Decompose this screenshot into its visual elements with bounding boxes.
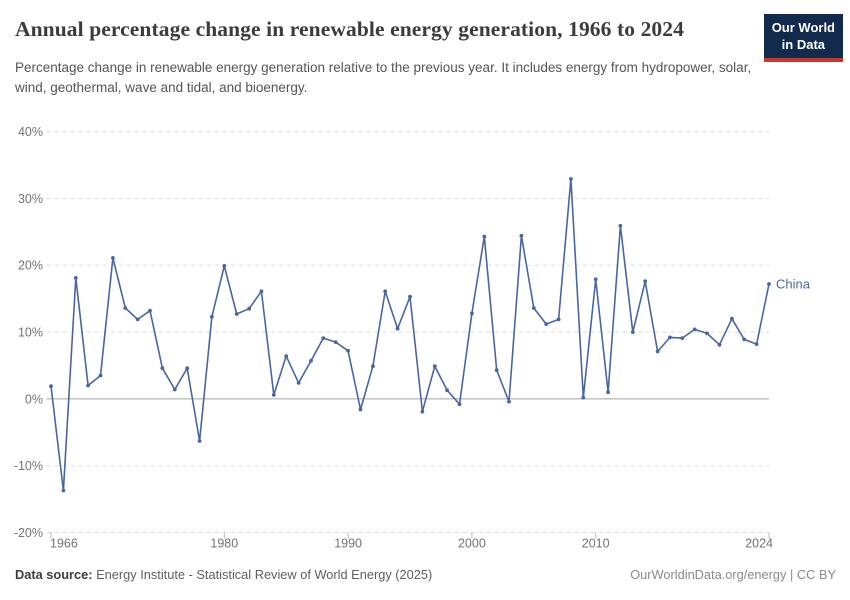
data-point[interactable] [309,358,313,363]
owid-logo[interactable]: Our World in Data [763,14,843,62]
data-point[interactable] [655,349,660,354]
data-point[interactable] [284,354,289,358]
data-point[interactable] [49,384,53,389]
chart-footer: Data source: Energy Institute - Statisti… [15,567,836,582]
x-axis-label: 2000 [458,537,486,551]
y-axis-label: -10% [14,459,43,473]
data-point[interactable] [321,336,326,340]
data-point[interactable] [494,368,499,373]
data-point[interactable] [271,393,276,397]
data-point[interactable] [222,264,227,268]
x-axis-label: 2010 [582,537,610,551]
y-axis-label: 10% [18,325,43,339]
data-point[interactable] [111,256,115,260]
data-point[interactable] [742,337,747,342]
data-point[interactable] [123,306,128,310]
data-point[interactable] [135,317,140,322]
data-point[interactable] [148,308,152,313]
chart-header: Annual percentage change in renewable en… [15,14,760,98]
x-axis-label: 1990 [334,537,362,551]
data-source-label: Data source: [15,567,93,582]
data-point[interactable] [197,439,202,443]
data-point[interactable] [717,342,722,347]
y-axis-label: 0% [25,392,43,406]
data-point[interactable] [581,395,586,400]
data-point[interactable] [445,388,449,393]
data-point[interactable] [618,223,623,228]
data-point[interactable] [519,233,524,238]
data-point[interactable] [185,366,190,371]
data-point[interactable] [705,331,709,336]
data-point[interactable] [98,373,103,378]
data-point[interactable] [420,409,425,414]
data-point[interactable] [556,317,561,322]
data-point[interactable] [668,335,672,340]
data-point[interactable] [432,364,437,369]
series-line-china [50,178,770,492]
data-source-text: Energy Institute - Statistical Review of… [96,567,433,582]
data-point[interactable] [210,314,214,319]
data-point[interactable] [395,326,400,331]
logo-text-line2: in Data [781,36,826,52]
data-point[interactable] [457,402,462,407]
data-point[interactable] [296,381,301,385]
data-point[interactable] [160,366,165,371]
chart-subtitle: Percentage change in renewable energy ge… [15,59,752,95]
data-point[interactable] [569,177,573,181]
y-axis-label: -20% [14,526,43,540]
data-point[interactable] [630,330,635,334]
data-point[interactable] [692,327,697,332]
data-source: Data source: Energy Institute - Statisti… [15,567,432,582]
credit-link[interactable]: OurWorldinData.org/energy | CC BY [630,567,836,582]
data-point[interactable] [86,383,90,388]
data-point[interactable] [593,277,598,282]
data-point[interactable] [507,399,511,404]
x-axis-label: 2024 [745,537,773,551]
data-point[interactable] [606,390,610,395]
data-point[interactable] [371,364,375,369]
data-point[interactable] [73,276,78,280]
page-title: Annual percentage change in renewable en… [15,17,684,41]
data-point[interactable] [470,311,474,316]
data-point[interactable] [259,289,264,294]
data-point[interactable] [234,312,239,316]
data-point[interactable] [754,342,759,346]
data-point[interactable] [643,279,648,284]
x-axis-label: 1980 [210,537,238,551]
data-point[interactable] [482,234,487,239]
logo-text-line1: Our World [771,20,835,35]
series-end-label[interactable]: China [776,276,811,291]
y-axis-label: 30% [18,192,43,206]
data-point[interactable] [680,336,685,340]
data-point[interactable] [544,322,549,326]
data-point[interactable] [383,289,388,294]
chart-svg: 40% 30% 20% 10% 0% -10% -20% 1966 1980 1990 2000 20… [14,125,811,551]
x-axis-label: 1966 [50,537,78,551]
data-point[interactable] [531,306,536,310]
y-axis-label: 40% [18,125,43,139]
data-point[interactable] [333,340,338,344]
data-point[interactable] [346,348,350,353]
data-point[interactable] [767,282,771,286]
data-point[interactable] [61,488,66,493]
data-point[interactable] [408,294,412,299]
data-point[interactable] [172,387,177,392]
data-point[interactable] [247,306,252,311]
data-point[interactable] [730,316,734,321]
y-axis-label: 20% [18,259,43,273]
data-point[interactable] [358,407,363,412]
